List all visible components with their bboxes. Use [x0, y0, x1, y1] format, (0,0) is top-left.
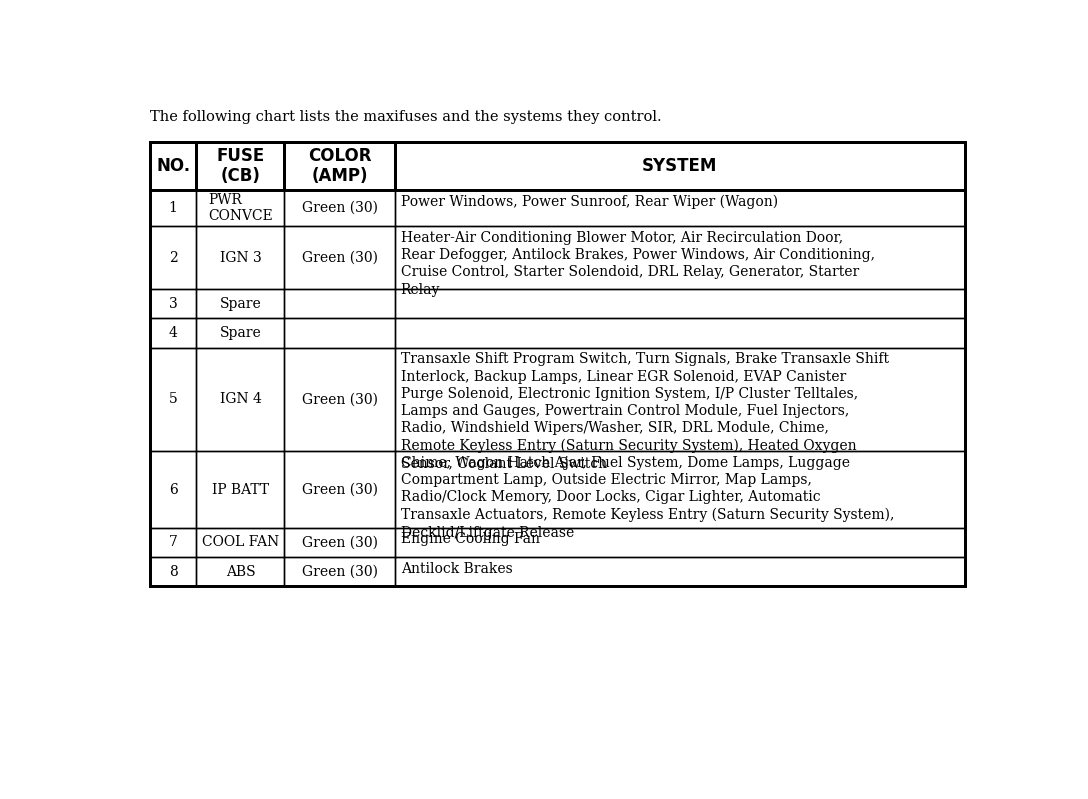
Bar: [197, 451, 284, 528]
Bar: [197, 557, 284, 586]
Text: IGN 3: IGN 3: [220, 251, 261, 264]
Text: 5: 5: [169, 392, 177, 407]
Text: Green (30): Green (30): [301, 535, 378, 550]
Text: 3: 3: [169, 296, 177, 311]
Bar: [197, 142, 284, 190]
Bar: [150, 190, 197, 226]
Text: SYSTEM: SYSTEM: [642, 157, 718, 175]
Text: Power Windows, Power Sunroof, Rear Wiper (Wagon): Power Windows, Power Sunroof, Rear Wiper…: [400, 194, 778, 209]
Bar: [395, 528, 965, 557]
Bar: [284, 451, 395, 528]
Text: 1: 1: [169, 201, 177, 215]
Bar: [197, 348, 284, 451]
Text: NO.: NO.: [156, 157, 190, 175]
Bar: [284, 289, 395, 319]
Bar: [197, 190, 284, 226]
Text: ABS: ABS: [225, 565, 256, 578]
Bar: [395, 226, 965, 289]
Text: COLOR
(AMP): COLOR (AMP): [308, 146, 371, 185]
Bar: [150, 451, 197, 528]
Text: 6: 6: [169, 483, 177, 496]
Bar: [150, 289, 197, 319]
Bar: [284, 142, 395, 190]
Bar: [150, 142, 965, 586]
Bar: [395, 348, 965, 451]
Bar: [284, 226, 395, 289]
Bar: [284, 319, 395, 348]
Bar: [395, 142, 965, 190]
Bar: [395, 557, 965, 586]
Text: Engine Cooling Fan: Engine Cooling Fan: [400, 532, 540, 547]
Text: COOL FAN: COOL FAN: [201, 535, 280, 550]
Text: Heater-Air Conditioning Blower Motor, Air Recirculation Door,
Rear Defogger, Ant: Heater-Air Conditioning Blower Motor, Ai…: [400, 231, 875, 296]
Bar: [395, 289, 965, 319]
Bar: [197, 289, 284, 319]
Text: Chime, Wagon Hatch Ajar, Fuel System, Dome Lamps, Luggage
Compartment Lamp, Outs: Chime, Wagon Hatch Ajar, Fuel System, Do…: [400, 456, 894, 539]
Bar: [150, 319, 197, 348]
Text: 4: 4: [169, 326, 177, 340]
Text: IGN 4: IGN 4: [220, 392, 261, 407]
Text: Green (30): Green (30): [301, 565, 378, 578]
Text: IP BATT: IP BATT: [212, 483, 269, 496]
Text: Green (30): Green (30): [301, 392, 378, 407]
Text: Antilock Brakes: Antilock Brakes: [400, 562, 512, 576]
Text: 2: 2: [169, 251, 177, 264]
Bar: [150, 226, 197, 289]
Bar: [284, 557, 395, 586]
Bar: [197, 319, 284, 348]
Bar: [284, 190, 395, 226]
Text: 8: 8: [169, 565, 177, 578]
Bar: [150, 348, 197, 451]
Text: The following chart lists the maxifuses and the systems they control.: The following chart lists the maxifuses …: [150, 109, 662, 124]
Text: Transaxle Shift Program Switch, Turn Signals, Brake Transaxle Shift
Interlock, B: Transaxle Shift Program Switch, Turn Sig…: [400, 352, 889, 471]
Bar: [284, 348, 395, 451]
Text: Green (30): Green (30): [301, 201, 378, 215]
Text: PWR
CONVCE: PWR CONVCE: [208, 193, 273, 223]
Bar: [395, 319, 965, 348]
Text: 7: 7: [169, 535, 177, 550]
Text: Green (30): Green (30): [301, 251, 378, 264]
Text: FUSE
(CB): FUSE (CB): [217, 146, 264, 185]
Bar: [150, 528, 197, 557]
Bar: [395, 190, 965, 226]
Bar: [150, 142, 965, 586]
Bar: [197, 528, 284, 557]
Bar: [197, 226, 284, 289]
Bar: [395, 451, 965, 528]
Bar: [150, 557, 197, 586]
Text: Spare: Spare: [220, 296, 261, 311]
Bar: [284, 528, 395, 557]
Bar: [150, 142, 197, 190]
Text: Green (30): Green (30): [301, 483, 378, 496]
Text: Spare: Spare: [220, 326, 261, 340]
